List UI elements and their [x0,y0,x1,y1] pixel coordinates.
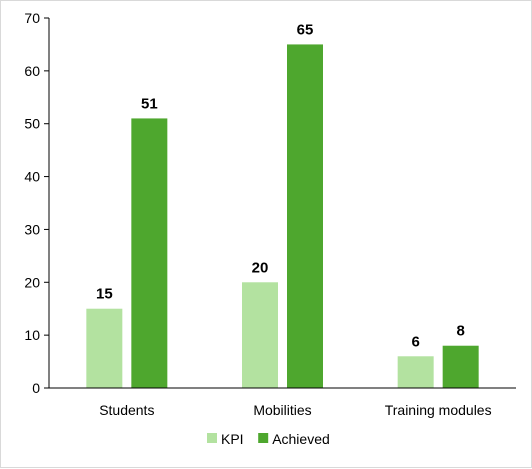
bar-achieved [287,44,323,389]
data-labels-group: 15 51 20 65 6 8 [96,21,465,350]
data-label-achieved: 65 [297,21,314,38]
y-tick-label: 50 [24,116,40,132]
y-tick-label: 0 [32,380,40,396]
x-axis: Students Mobilities Training modules [49,387,516,418]
legend-label-achieved: Achieved [272,431,330,447]
legend: KPI Achieved [207,431,330,447]
y-tick-label: 10 [24,327,40,343]
x-category-label: Mobilities [253,402,311,418]
bar-kpi [86,308,123,388]
bar-kpi [397,356,434,388]
data-label-kpi: 20 [252,259,269,276]
data-label-kpi: 6 [411,333,419,350]
y-axis: 0 10 20 30 40 50 60 70 [24,10,50,396]
data-label-achieved: 51 [141,95,158,112]
y-tick-label: 60 [24,63,40,79]
data-label-achieved: 8 [456,323,464,340]
legend-label-kpi: KPI [221,431,244,447]
bar-achieved [131,118,168,388]
x-category-label: Students [99,402,154,418]
bar-kpi [242,282,278,388]
bar-achieved [442,345,479,388]
legend-swatch-kpi [207,433,217,443]
y-tick-label: 30 [24,221,40,237]
y-tick-label: 20 [24,274,40,290]
bars-group [86,44,479,389]
y-tick-label: 70 [24,10,40,26]
y-tick-label: 40 [24,169,40,185]
legend-swatch-achieved [258,433,269,443]
x-category-label: Training modules [385,402,492,418]
data-label-kpi: 15 [96,286,113,303]
